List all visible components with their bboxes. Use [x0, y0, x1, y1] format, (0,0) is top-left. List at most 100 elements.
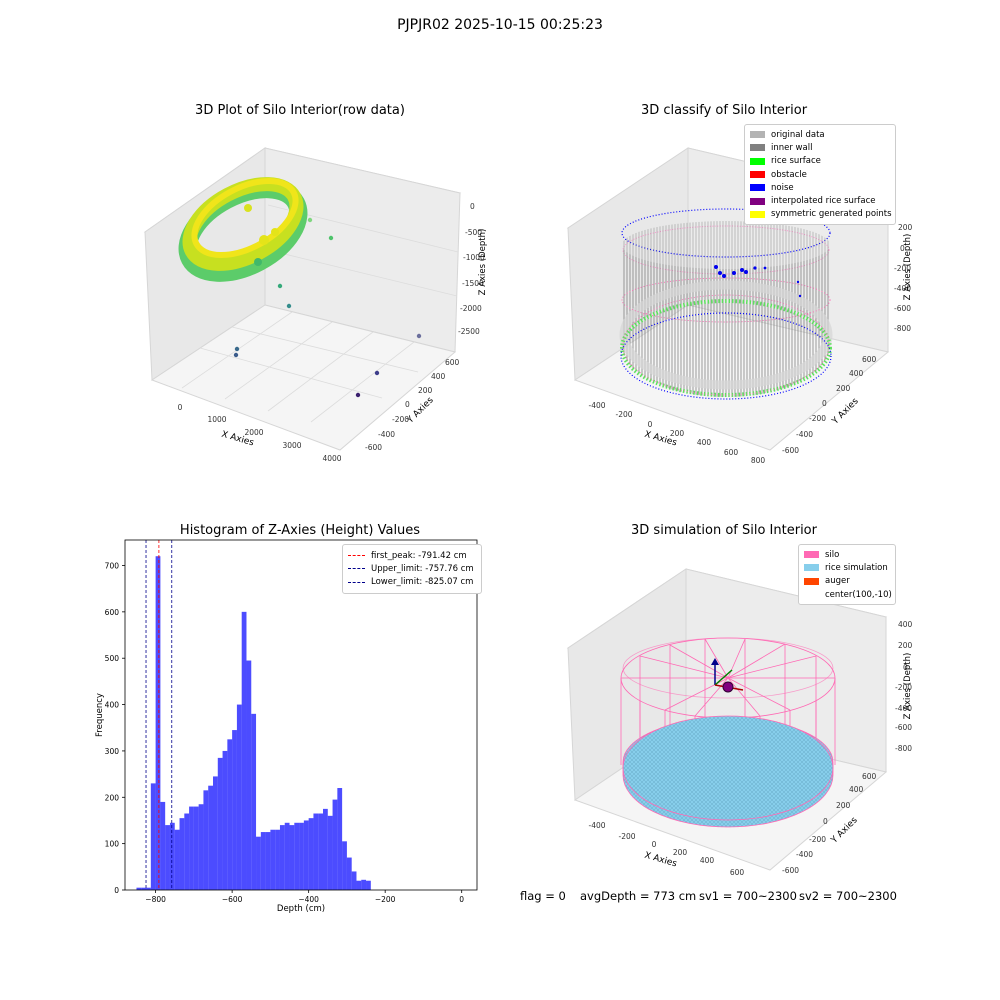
- raw-ztick: -2500: [458, 327, 480, 336]
- raw-ztick: 0: [470, 202, 475, 211]
- histogram-bar: [217, 757, 223, 890]
- histogram-bar: [150, 783, 156, 890]
- histogram-bar: [189, 806, 194, 890]
- simulation-ztick: 200: [898, 641, 913, 650]
- classify-ytick: 200: [836, 384, 851, 393]
- simulation-xtick: -200: [618, 832, 635, 841]
- legend-swatch: [804, 564, 819, 572]
- status-sv2: sv2 = 700~2300: [799, 889, 897, 903]
- classify-ztick: 200: [898, 223, 913, 232]
- simulation-ytick: -400: [796, 850, 813, 859]
- classify-ytick: 600: [862, 355, 877, 364]
- histogram-bar: [366, 880, 371, 890]
- simulation-y-label: Y Axies: [829, 815, 860, 846]
- legend-item-rice-surface: rice surface: [750, 155, 890, 168]
- simulation-ztick: -600: [895, 723, 912, 732]
- raw-ztick: -500: [465, 228, 482, 237]
- legend-swatch: [750, 184, 765, 192]
- classify-z-label: Z Axies (Depth): [903, 234, 913, 301]
- simulation-z-label: Z Axies (Depth): [903, 653, 913, 720]
- legend-item-symmetric-generated-points: symmetric generated points: [750, 208, 892, 221]
- histogram-x-tick-label: −600: [222, 895, 243, 904]
- raw-panel-title: 3D Plot of Silo Interior(row data): [195, 103, 405, 118]
- status-avg-depth: avgDepth = 773 cm: [580, 889, 697, 903]
- simulation-ytick: 600: [862, 772, 877, 781]
- histogram-bar: [265, 832, 271, 890]
- raw-ytick: -200: [392, 415, 409, 424]
- classify-ztick: 0: [900, 244, 905, 253]
- histogram-y-tick-label: 0: [114, 886, 119, 895]
- legend-item-noise: noise: [750, 181, 890, 194]
- simulation-xtick: 200: [673, 848, 688, 857]
- raw-ztick: -1500: [462, 279, 484, 288]
- raw-ytick: 600: [445, 358, 460, 367]
- histogram-bar: [260, 832, 266, 890]
- legend-swatch: [804, 591, 819, 598]
- histogram-x-tick-label: −800: [145, 895, 166, 904]
- legend-swatch: [750, 144, 765, 152]
- legend-item-inner-wall: inner wall: [750, 141, 890, 154]
- classify-ytick: -200: [809, 414, 826, 423]
- classify-y-label: Y Axies: [830, 396, 861, 427]
- histogram-bar: [165, 825, 170, 890]
- histogram-bar: [275, 829, 280, 890]
- legend-line: [348, 581, 365, 583]
- histogram-x-tick-label: −200: [375, 895, 396, 904]
- histogram-bar: [318, 813, 323, 890]
- simulation-legend: silo rice simulation auger center(100,-1…: [798, 544, 896, 606]
- simulation-xtick: -400: [588, 821, 605, 830]
- simulation-xtick: 0: [652, 840, 657, 849]
- raw-3d-plot: 0 1000 2000 3000 4000 -600 -400 -200 0 2…: [143, 147, 488, 463]
- simulation-ztick: 400: [898, 620, 913, 629]
- legend-item-lower-limit: Lower_limit: -825.07 cm: [348, 576, 476, 589]
- histogram-bar: [198, 804, 204, 890]
- raw-xtick: 2000: [244, 428, 263, 437]
- simulation-ztick: -400: [895, 704, 912, 713]
- histogram-bar: [227, 739, 233, 890]
- legend-line: [348, 568, 365, 570]
- classify-ztick: -600: [894, 304, 911, 313]
- histogram-bar: [308, 818, 314, 890]
- histogram-bar: [160, 801, 166, 890]
- legend-item-silo: silo: [804, 548, 890, 561]
- legend-item-interpolated-rice-surface: interpolated rice surface: [750, 194, 890, 207]
- legend-swatch: [750, 171, 765, 179]
- histogram-bar: [346, 857, 352, 890]
- classify-ytick: -600: [782, 446, 799, 455]
- histogram-bar: [246, 660, 252, 890]
- histogram-bar: [141, 887, 147, 890]
- classify-legend: original data inner wall rice surface ob…: [744, 124, 896, 226]
- raw-point-cloud: [178, 177, 422, 398]
- histogram-bar: [203, 790, 209, 890]
- histogram-bar: [351, 871, 357, 890]
- legend-swatch: [750, 131, 765, 139]
- simulation-ytick: 400: [849, 785, 864, 794]
- histogram-bar: [174, 829, 180, 890]
- raw-ztick: -1000: [463, 253, 485, 262]
- simulation-xtick: 600: [730, 868, 745, 877]
- classify-ztick: -800: [894, 324, 911, 333]
- classify-xtick: 600: [724, 448, 739, 457]
- auger-marker: [711, 658, 744, 693]
- histogram-y-tick-label: 300: [105, 747, 120, 756]
- classify-panel-title: 3D classify of Silo Interior: [640, 103, 808, 118]
- simulation-ytick: -200: [809, 835, 826, 844]
- simulation-ztick: -200: [895, 683, 912, 692]
- legend-item-rice-simulation: rice simulation: [804, 561, 890, 574]
- histogram-y-tick-label: 700: [105, 561, 120, 570]
- histogram-bar: [213, 776, 218, 890]
- histogram-bar: [299, 822, 304, 890]
- simulation-3d-plot: -400 -200 0 200 400 600 -600 -400 -200 0…: [566, 568, 913, 877]
- histogram-bar: [184, 813, 190, 890]
- histogram-reference-lines: [145, 540, 173, 890]
- histogram-bar: [294, 822, 300, 890]
- classify-ztick: -200: [894, 264, 911, 273]
- histogram-bar: [232, 730, 237, 890]
- histogram-bar: [313, 813, 319, 890]
- classify-xtick: 400: [697, 438, 712, 447]
- rice-surface-simulation: [622, 715, 834, 828]
- legend-swatch: [804, 577, 819, 585]
- histogram-x-ticks: −800 −600 −400 −200 0: [145, 890, 464, 904]
- legend-swatch: [804, 551, 819, 559]
- simulation-ytick: 0: [823, 817, 828, 826]
